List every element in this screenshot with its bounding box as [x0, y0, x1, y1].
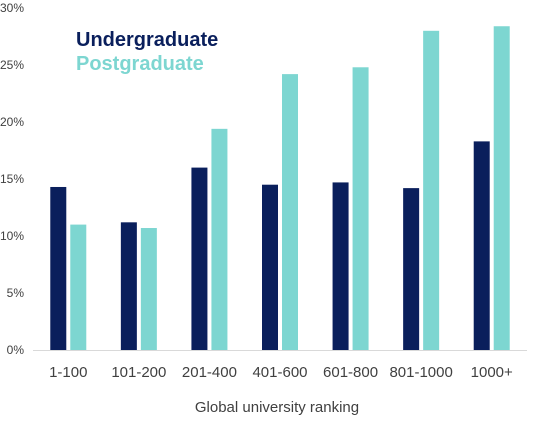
- bar-undergraduate-1000: [473, 141, 490, 350]
- y-tick-label: 10%: [0, 229, 24, 243]
- legend: Undergraduate Postgraduate: [76, 29, 218, 75]
- x-tick-label: 201-400: [182, 364, 237, 381]
- x-tick-label: 601-800: [323, 364, 378, 381]
- x-tick-label: 1000+: [471, 364, 513, 381]
- bar-postgraduate-101-200: [140, 228, 157, 350]
- x-axis-title: Global university ranking: [195, 399, 359, 416]
- y-tick-label: 0%: [7, 343, 25, 357]
- y-axis-ticks: 0% 5% 10% 15% 20% 25% 30%: [0, 1, 24, 357]
- bar-undergraduate-801-1000: [403, 188, 420, 350]
- bar-postgraduate-1-100: [70, 224, 87, 350]
- bar-postgraduate-801-1000: [423, 30, 440, 351]
- bars: [50, 26, 510, 351]
- x-tick-label: 401-600: [252, 364, 307, 381]
- bar-undergraduate-601-800: [332, 182, 349, 350]
- y-tick-label: 15%: [0, 172, 24, 186]
- y-tick-label: 25%: [0, 58, 24, 72]
- bar-postgraduate-1000: [493, 26, 510, 351]
- y-tick-label: 5%: [7, 286, 25, 300]
- bar-postgraduate-201-400: [211, 128, 228, 350]
- x-axis-ticks: 1-100 101-200 201-400 401-600 601-800 801-100…: [49, 364, 513, 381]
- legend-entry-postgraduate: Postgraduate: [76, 53, 204, 75]
- bar-postgraduate-601-800: [352, 67, 369, 350]
- y-tick-label: 30%: [0, 1, 24, 15]
- x-tick-label: 801-1000: [389, 364, 452, 381]
- bar-undergraduate-101-200: [120, 222, 137, 350]
- bar-undergraduate-401-600: [262, 184, 278, 350]
- x-tick-label: 1-100: [49, 364, 87, 381]
- bar-postgraduate-401-600: [282, 74, 298, 351]
- bar-undergraduate-1-100: [50, 186, 67, 350]
- legend-entry-undergraduate: Undergraduate: [76, 29, 218, 51]
- y-tick-label: 20%: [0, 115, 24, 129]
- bar-undergraduate-201-400: [191, 167, 208, 350]
- x-tick-label: 101-200: [111, 364, 166, 381]
